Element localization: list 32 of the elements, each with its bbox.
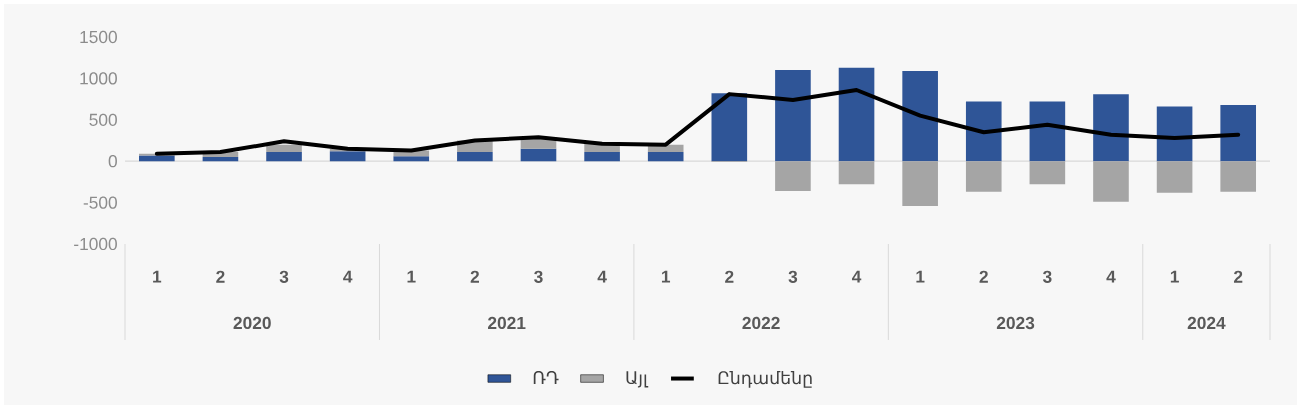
- y-tick-label: 500: [89, 113, 117, 126]
- x-tick-label: 2: [1233, 270, 1243, 283]
- y-tick-label: -500: [83, 196, 117, 209]
- x-tick-label: 2: [216, 270, 225, 283]
- y-tick-label: 1000: [80, 72, 117, 85]
- x-tick-label: 4: [343, 270, 353, 283]
- x-tick-label: 4: [597, 270, 607, 283]
- x-tick-label: 2: [979, 270, 988, 283]
- y-tick-label: 1500: [80, 30, 117, 44]
- x-tick-label: 1: [661, 270, 671, 283]
- x-tick-label: 1: [407, 270, 416, 283]
- text: 2020: [233, 316, 271, 330]
- y-tick-label: -1000: [74, 237, 117, 251]
- legend-label: Ընդամենը: [718, 370, 812, 388]
- legend-label: Այլ: [626, 371, 649, 388]
- x-tick-label: 2: [470, 270, 479, 283]
- x-tick-label: 4: [1106, 270, 1116, 283]
- text: 2023: [996, 316, 1035, 330]
- x-tick-label: 3: [788, 270, 798, 283]
- x-tick-label: 3: [1042, 270, 1052, 283]
- x-tick-label: 1: [153, 270, 162, 283]
- text: 2022: [742, 316, 780, 330]
- x-tick-label: 1: [1170, 270, 1179, 283]
- y-tick-label: 0: [108, 155, 117, 168]
- x-tick-label: 2: [725, 270, 734, 283]
- legend-label: ՌԴ: [533, 371, 559, 384]
- text: 2024: [1187, 316, 1226, 330]
- text: 2021: [488, 316, 526, 330]
- x-tick-label: 4: [851, 270, 862, 283]
- x-tick-label: 3: [279, 270, 289, 283]
- x-tick-label: 1: [916, 270, 925, 283]
- x-tick-label: 3: [534, 270, 543, 283]
